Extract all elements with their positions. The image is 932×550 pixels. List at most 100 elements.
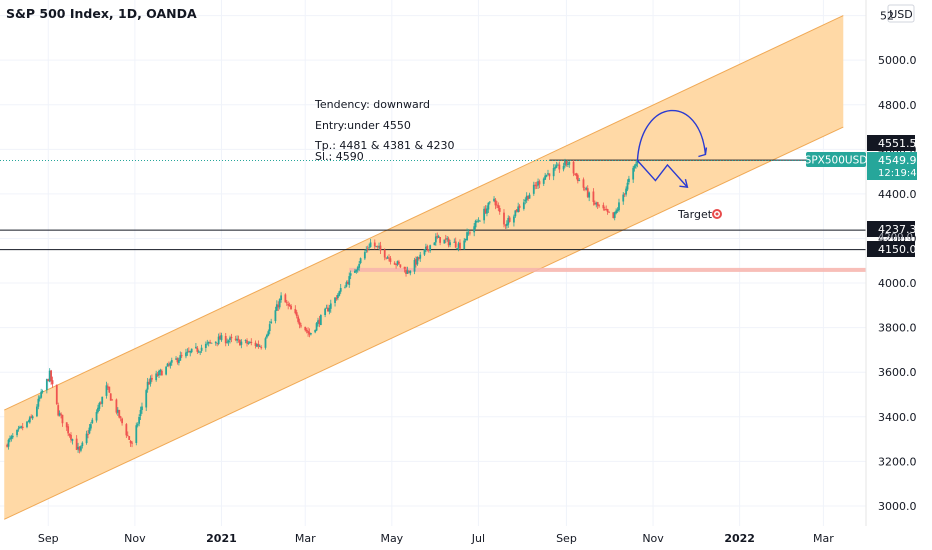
candle-body: [70, 434, 72, 440]
candle-body: [409, 270, 412, 274]
candle-body: [265, 334, 268, 338]
candle-body: [636, 160, 639, 164]
candle-body: [557, 164, 559, 166]
candlestick-series[interactable]: [6, 158, 639, 454]
candle-body: [139, 409, 142, 417]
candle-body: [449, 242, 451, 246]
candle-body: [379, 245, 382, 251]
note-tendency[interactable]: Tendency: downward: [314, 98, 430, 111]
currency-button[interactable]: USD: [889, 8, 913, 21]
candle-body: [527, 195, 530, 200]
y-tick-label: 3400.0: [878, 411, 917, 424]
time-axis-labels[interactable]: Sep Nov 2021 Mar May Jul Sep Nov 2022 Mar: [38, 532, 834, 545]
y-tick-label: 3800.0: [878, 322, 917, 335]
candle-body: [151, 377, 153, 380]
note-stop-loss[interactable]: Sl.: 4590: [315, 150, 364, 163]
candle-body: [47, 379, 50, 382]
candle-body: [275, 304, 278, 311]
projection-path-down[interactable]: [636, 160, 688, 188]
candle-body: [41, 390, 44, 393]
candle-body: [436, 235, 439, 238]
target-icon-center: [715, 212, 719, 216]
candle-body: [346, 281, 349, 284]
candle-body: [616, 209, 619, 211]
candle-body: [595, 203, 598, 205]
candle-body: [588, 192, 591, 198]
x-tick-label: May: [380, 532, 403, 545]
symbol-title: S&P 500 Index, 1D, OANDA: [6, 6, 197, 21]
candle-body: [354, 270, 356, 273]
price-axis-labels[interactable]: 3000.0 3200.0 3400.0 3600.0 3800.0 4000.0 4200…: [878, 10, 917, 513]
candle-body: [185, 352, 187, 357]
candle-body: [106, 386, 109, 388]
candle-body: [17, 428, 20, 430]
candle-body: [605, 209, 608, 210]
candle-body: [338, 291, 341, 296]
candle-body: [555, 165, 558, 168]
candle-body: [329, 303, 332, 309]
candle-body: [166, 363, 169, 367]
candle-body: [613, 212, 616, 218]
channel-lower-line[interactable]: [4, 126, 844, 520]
candle-body: [635, 163, 637, 167]
candle-body: [434, 236, 437, 243]
candle-body: [443, 239, 446, 244]
note-entry[interactable]: Entry:under 4550: [315, 119, 411, 132]
candle-body: [423, 249, 426, 255]
candle-body: [517, 206, 520, 213]
candle-body: [568, 161, 571, 165]
candle-body: [214, 341, 217, 344]
candle-body: [99, 402, 102, 404]
candle-body: [495, 204, 498, 206]
x-tick-label: Jul: [471, 532, 485, 545]
candle-body: [504, 224, 507, 226]
candle-body: [260, 347, 263, 349]
candle-body: [386, 257, 389, 259]
candle-body: [125, 424, 128, 436]
candle-body: [466, 232, 468, 241]
candle-body: [239, 339, 241, 346]
candle-body: [148, 382, 150, 385]
candle-body: [535, 185, 538, 187]
note-take-profit[interactable]: Tp.: 4481 & 4381 & 4230: [314, 139, 455, 152]
channel-upper-line[interactable]: [4, 15, 844, 411]
candle-body: [344, 287, 346, 289]
candle-body: [582, 179, 585, 188]
candle-body: [187, 350, 190, 352]
candle-body: [156, 374, 159, 376]
candle-body: [623, 193, 626, 195]
rising-channel[interactable]: [4, 15, 844, 520]
note-target[interactable]: Target: [677, 208, 713, 221]
y-tick-label: 52: [880, 10, 894, 23]
currency-button-box[interactable]: [887, 4, 915, 23]
candle-body: [474, 220, 477, 228]
candle-body: [503, 212, 505, 225]
candle-body: [196, 347, 199, 352]
candle-body: [195, 346, 197, 348]
candle-body: [469, 232, 471, 234]
candle-body: [383, 249, 386, 258]
support-zone[interactable]: [349, 267, 866, 272]
candle-body: [633, 165, 636, 169]
candle-body: [548, 173, 551, 177]
candle-body: [542, 178, 545, 184]
candle-body: [426, 246, 429, 250]
candle-body: [463, 240, 466, 250]
candle-body: [298, 321, 301, 325]
candle-body: [537, 181, 539, 186]
projection-arc-up[interactable]: [636, 109, 707, 161]
candle-body: [176, 358, 179, 363]
candle-body: [508, 217, 511, 222]
candle-body: [513, 216, 515, 223]
candle-body: [325, 307, 328, 309]
candle-body: [55, 384, 58, 405]
candle-body: [209, 341, 212, 343]
candle-body: [108, 386, 111, 393]
y-tick-label: 4800.0: [878, 99, 917, 112]
candle-body: [197, 351, 200, 353]
candle-body: [505, 223, 508, 226]
x-tick-label: Mar: [295, 532, 316, 545]
candle-body: [608, 211, 610, 213]
candle-body: [433, 242, 436, 246]
